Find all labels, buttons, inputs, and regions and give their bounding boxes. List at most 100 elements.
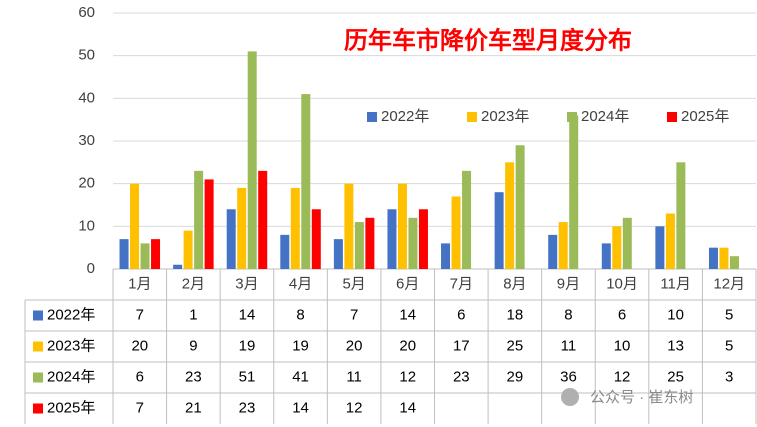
bar bbox=[204, 179, 214, 269]
table-value: 7 bbox=[136, 399, 144, 416]
table-row-label: 2024年 bbox=[47, 368, 95, 385]
x-tick-label: 3月 bbox=[235, 275, 258, 292]
table-value: 21 bbox=[185, 399, 202, 416]
table-value: 12 bbox=[346, 399, 363, 416]
x-tick-label: 12月 bbox=[713, 275, 745, 292]
table-value: 3 bbox=[725, 368, 733, 385]
legend-label: 2022年 bbox=[381, 108, 429, 125]
table-legend-key bbox=[33, 341, 43, 352]
bar bbox=[441, 243, 451, 269]
table-value: 25 bbox=[667, 368, 684, 385]
legend-key bbox=[667, 112, 677, 122]
bar bbox=[462, 170, 472, 269]
x-tick-label: 6月 bbox=[396, 275, 419, 292]
table-row-label: 2025年 bbox=[47, 399, 95, 416]
bar bbox=[183, 230, 193, 269]
table-value: 6 bbox=[136, 368, 144, 385]
table-row-label: 2023年 bbox=[47, 337, 95, 354]
y-tick-label: 20 bbox=[78, 175, 95, 192]
legend-key bbox=[467, 112, 477, 122]
bar bbox=[237, 187, 247, 269]
bar bbox=[387, 209, 397, 269]
bar bbox=[612, 226, 622, 269]
x-tick-label: 8月 bbox=[503, 275, 526, 292]
legend-key bbox=[367, 112, 377, 122]
bar bbox=[505, 162, 515, 269]
bar bbox=[569, 115, 579, 270]
table-value: 14 bbox=[399, 399, 416, 416]
y-tick-label: 60 bbox=[78, 4, 95, 21]
table-value: 10 bbox=[667, 306, 684, 323]
table-value: 9 bbox=[189, 337, 197, 354]
bar bbox=[451, 196, 461, 269]
bar bbox=[418, 209, 428, 269]
x-tick-label: 11月 bbox=[660, 275, 691, 292]
table-value: 5 bbox=[725, 337, 733, 354]
table-value: 8 bbox=[296, 306, 304, 323]
legend-label: 2025年 bbox=[681, 108, 729, 125]
table-value: 20 bbox=[131, 337, 148, 354]
bar bbox=[365, 217, 375, 269]
bar bbox=[247, 51, 257, 270]
table-value: 14 bbox=[239, 306, 256, 323]
watermark: 公众号 · 崔东树 bbox=[590, 389, 693, 406]
bar bbox=[301, 94, 311, 269]
bar bbox=[290, 187, 300, 269]
legend-label: 2023年 bbox=[481, 108, 529, 125]
bar bbox=[408, 217, 418, 269]
bar bbox=[173, 264, 183, 269]
table-value: 29 bbox=[507, 368, 524, 385]
table-value: 23 bbox=[185, 368, 202, 385]
bar bbox=[130, 183, 140, 269]
bar bbox=[665, 213, 675, 269]
bar bbox=[140, 243, 150, 269]
table-value: 19 bbox=[239, 337, 256, 354]
table-value: 8 bbox=[564, 306, 572, 323]
x-tick-label: 4月 bbox=[289, 275, 312, 292]
bar bbox=[354, 222, 364, 269]
legend-label: 2024年 bbox=[581, 108, 629, 125]
bar bbox=[655, 226, 665, 269]
table-value: 6 bbox=[457, 306, 465, 323]
x-tick-label: 7月 bbox=[450, 275, 473, 292]
bar bbox=[676, 162, 686, 269]
legend-key bbox=[567, 112, 577, 122]
x-tick-label: 2月 bbox=[182, 275, 205, 292]
table-value: 23 bbox=[239, 399, 256, 416]
y-tick-label: 30 bbox=[78, 132, 95, 149]
table-value: 7 bbox=[136, 306, 144, 323]
y-tick-label: 40 bbox=[78, 89, 95, 106]
bar bbox=[311, 209, 321, 269]
x-tick-label: 10月 bbox=[606, 275, 638, 292]
table-legend-key bbox=[33, 310, 43, 321]
bar bbox=[494, 192, 504, 269]
bar bbox=[258, 170, 268, 269]
table-value: 5 bbox=[725, 306, 733, 323]
table-value: 19 bbox=[292, 337, 309, 354]
bar bbox=[280, 234, 290, 269]
table-value: 7 bbox=[350, 306, 358, 323]
bar bbox=[515, 145, 525, 269]
table-value: 14 bbox=[292, 399, 309, 416]
bar bbox=[548, 234, 558, 269]
table-value: 51 bbox=[239, 368, 256, 385]
x-tick-label: 9月 bbox=[557, 275, 580, 292]
x-tick-label: 1月 bbox=[128, 275, 151, 292]
y-tick-label: 10 bbox=[78, 217, 95, 234]
y-tick-label: 50 bbox=[78, 47, 95, 64]
bar bbox=[729, 256, 739, 269]
table-value: 1 bbox=[189, 306, 197, 323]
table-value: 18 bbox=[507, 306, 524, 323]
bar bbox=[397, 183, 407, 269]
bar bbox=[194, 170, 204, 269]
table-value: 13 bbox=[667, 337, 684, 354]
y-tick-label: 0 bbox=[87, 260, 95, 277]
table-value: 12 bbox=[399, 368, 416, 385]
table-value: 6 bbox=[618, 306, 626, 323]
table-legend-key bbox=[33, 372, 43, 383]
bar bbox=[601, 243, 611, 269]
watermark-icon bbox=[561, 388, 579, 406]
table-value: 14 bbox=[399, 306, 416, 323]
